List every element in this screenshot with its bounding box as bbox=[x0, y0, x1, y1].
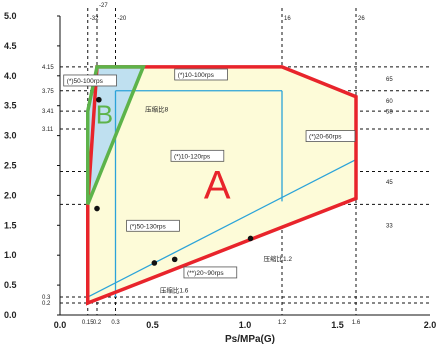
y-tick-label: 1.0 bbox=[4, 250, 17, 260]
annotation-label: (**)20~90rps bbox=[187, 270, 224, 277]
y-tick-label: 4.5 bbox=[4, 41, 17, 51]
data-point bbox=[96, 96, 102, 103]
x-small-tick-label: 1.6 bbox=[352, 320, 361, 326]
x-small-tick-label: 0.3 bbox=[111, 320, 120, 326]
data-point bbox=[94, 205, 100, 212]
annotation-label: (*)10-120rps bbox=[174, 153, 211, 160]
x-small-tick-label: 0.15 bbox=[82, 320, 94, 326]
axes-layer: 0.0 0.5 1.0 1.5 2.0 2.5 3.0 3.5 4.0 4.5 5.0 0.0 0.5 1… bbox=[4, 11, 436, 330]
annotation-label: (*)50-130rps bbox=[130, 223, 167, 230]
region-a-fill bbox=[87, 66, 356, 304]
annotation-label: 压缩比1.2 bbox=[264, 254, 293, 263]
y-small-tick-label: 0.2 bbox=[42, 301, 51, 307]
region-b-letter: B bbox=[96, 100, 113, 130]
annotation-box bbox=[174, 68, 228, 81]
top-temperature-label: 16 bbox=[284, 16, 291, 22]
x-small-tick-label: 0.2 bbox=[93, 320, 102, 326]
x-tick-label: 1.0 bbox=[239, 320, 252, 330]
annotation-box bbox=[126, 219, 180, 232]
y-tick-label: 4.0 bbox=[4, 71, 17, 81]
top-temperature-label: -20 bbox=[118, 16, 127, 22]
y-small-tick-label: 4.15 bbox=[42, 65, 54, 71]
y-tick-label: 3.0 bbox=[4, 131, 17, 141]
x-tick-label: 2.0 bbox=[424, 320, 437, 330]
y-tick-label: 2.5 bbox=[4, 161, 17, 171]
regions-layer: AB bbox=[86, 65, 358, 306]
y-tick-label: 0.0 bbox=[4, 310, 17, 320]
data-point bbox=[151, 260, 158, 266]
annotation-label: 压缩比1.6 bbox=[160, 285, 189, 294]
x-axis-label: Ps/MPa(G) bbox=[225, 334, 275, 345]
annotation-box bbox=[183, 266, 238, 279]
annotation-label: (*)20-60rps bbox=[309, 134, 342, 141]
right-temperature-label: 58 bbox=[386, 110, 393, 116]
right-temperature-label: 33 bbox=[386, 223, 393, 229]
annotation-label: 压缩比8 bbox=[145, 105, 169, 114]
y-tick-label: 3.5 bbox=[4, 101, 17, 111]
y-tick-label: 1.5 bbox=[4, 220, 17, 230]
y-tick-label: 0.5 bbox=[4, 280, 17, 290]
y-small-tick-label: 3.75 bbox=[42, 89, 54, 95]
y-small-tick-label: 3.11 bbox=[42, 127, 54, 133]
right-temperature-label: 60 bbox=[386, 99, 393, 105]
annotation-box bbox=[63, 74, 117, 87]
y-tick-label: 2.0 bbox=[4, 190, 17, 200]
data-point bbox=[171, 256, 178, 263]
data-point bbox=[247, 235, 254, 242]
annotation-label: (*)50-100rps bbox=[67, 78, 104, 85]
right-temperature-label: 65 bbox=[386, 77, 393, 83]
x-tick-label: 0.5 bbox=[146, 320, 159, 330]
x-tick-label: 0.0 bbox=[54, 320, 67, 330]
top-temperature-label: -32 bbox=[90, 16, 99, 22]
annotation-label: (*)10-100rps bbox=[178, 72, 215, 79]
compression-ratio-line bbox=[87, 158, 357, 298]
region-a-letter: A bbox=[204, 163, 231, 207]
right-temperature-label: 45 bbox=[386, 180, 393, 186]
annotation-box bbox=[170, 149, 225, 162]
top-temperature-label: -27 bbox=[99, 3, 108, 9]
y-tick-label: 5.0 bbox=[4, 11, 17, 21]
region-b-outline bbox=[86, 65, 146, 206]
x-small-tick-label: 1.2 bbox=[278, 320, 287, 326]
y-small-tick-label: 3.41 bbox=[42, 109, 54, 115]
annotation-box bbox=[305, 130, 356, 142]
top-temperature-label: 26 bbox=[358, 16, 365, 22]
y-small-tick-label: 0.3 bbox=[42, 295, 51, 301]
x-tick-label: 1.5 bbox=[331, 320, 344, 330]
labels-layer: -32 -27 -20 16 26 65 60 58 45 33 (*)50-100rps (*)10… bbox=[63, 3, 393, 294]
